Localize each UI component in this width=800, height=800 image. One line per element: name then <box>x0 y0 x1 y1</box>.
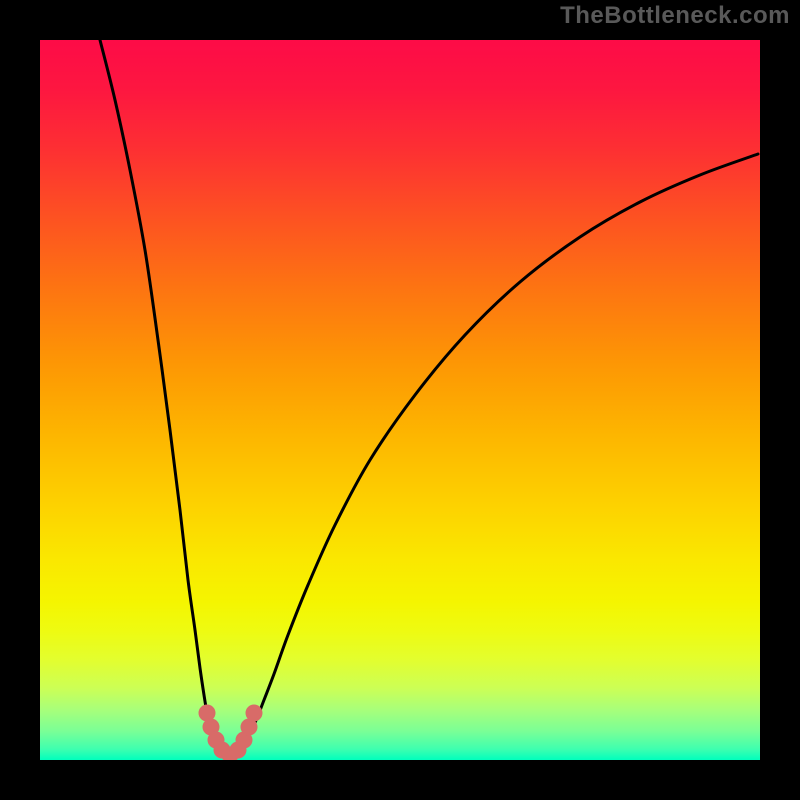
trough-marker <box>246 705 263 722</box>
curve-right-arm <box>230 154 758 756</box>
plot-area <box>40 40 760 760</box>
curves-layer <box>40 40 760 760</box>
chart-outer-frame: TheBottleneck.com <box>0 0 800 800</box>
curve-left-arm <box>100 40 230 756</box>
attribution-watermark: TheBottleneck.com <box>560 2 790 30</box>
